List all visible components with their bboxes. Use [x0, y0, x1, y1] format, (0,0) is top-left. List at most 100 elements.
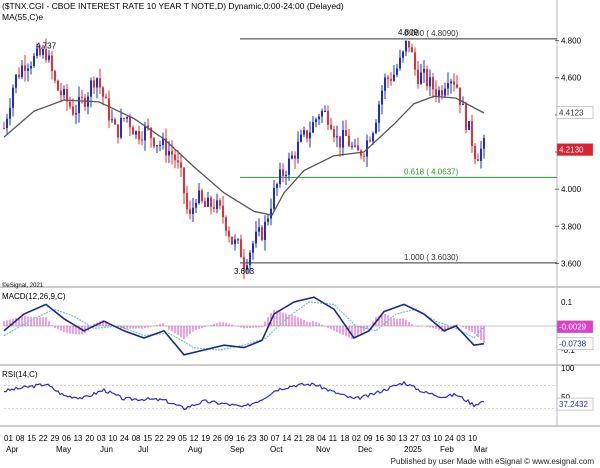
candle-body — [417, 69, 419, 84]
candle-body — [3, 127, 5, 129]
candle-body — [465, 103, 467, 130]
candle-body — [135, 131, 137, 135]
x-day-label: 02 — [352, 434, 361, 443]
candle-body — [24, 65, 26, 71]
candle-body — [222, 205, 224, 218]
x-day-label: 12 — [190, 434, 199, 443]
candle-body — [192, 207, 194, 214]
candle-body — [252, 243, 254, 253]
candle-body — [237, 239, 239, 241]
y-tick-label: 3.800 — [561, 222, 582, 231]
candle-body — [219, 200, 221, 206]
x-day-label: 03 — [97, 434, 106, 443]
candle-body — [318, 116, 320, 120]
candle-body — [450, 81, 452, 84]
candle-body — [231, 236, 233, 245]
footer-credit: Published by user Made with eSignal © ww… — [390, 457, 594, 466]
candle-body — [432, 77, 434, 90]
candle-body — [78, 96, 80, 114]
candle-body — [153, 137, 155, 147]
x-day-label: 08 — [16, 434, 25, 443]
x-month-label: Aug — [188, 445, 202, 454]
candle-body — [105, 96, 107, 99]
candle-body — [90, 80, 92, 97]
x-day-label: 16 — [236, 434, 245, 443]
candle-body — [291, 155, 293, 159]
x-day-label: 03 — [422, 434, 431, 443]
candle-body — [240, 239, 242, 258]
candle-body — [351, 145, 353, 147]
candle-body — [411, 47, 413, 53]
candle-body — [27, 68, 29, 71]
candle-body — [96, 78, 98, 88]
candle-body — [174, 154, 176, 161]
ma-legend: MA(55,C)e — [2, 12, 44, 22]
x-day-label: 19 — [201, 434, 210, 443]
x-month-label: Sep — [230, 445, 245, 454]
candle-body — [12, 87, 14, 108]
candle-body — [168, 151, 170, 156]
candle-body — [21, 65, 23, 78]
candle-body — [339, 136, 341, 148]
candle-body — [462, 103, 464, 105]
candle-body — [99, 78, 101, 88]
candle-body — [198, 190, 200, 204]
x-day-label: 22 — [155, 434, 164, 443]
candle-body — [399, 57, 401, 69]
x-day-label: 10 — [433, 434, 442, 443]
candle-body — [75, 113, 77, 115]
candle-body — [324, 110, 326, 112]
candle-body — [120, 118, 122, 138]
candle-body — [375, 122, 377, 134]
last-value-label: 4.2130 — [559, 146, 584, 155]
candle-body — [300, 134, 302, 142]
candle-body — [39, 48, 41, 55]
candle-body — [144, 125, 146, 141]
x-day-label: 03 — [456, 434, 465, 443]
candle-body — [354, 145, 356, 147]
x-day-label: 14 — [282, 434, 291, 443]
x-day-label: 18 — [340, 434, 349, 443]
copyright: ©eSignal, 2021 — [2, 283, 44, 289]
candle-body — [261, 227, 263, 240]
x-month-label: Mar — [474, 445, 488, 454]
x-month-label: Dec — [358, 445, 372, 454]
candle-body — [36, 48, 38, 56]
macd-signal-line — [3, 301, 485, 351]
x-day-label: 29 — [166, 434, 175, 443]
fib-level-label: 0.000 ( 4.8090) — [404, 29, 459, 38]
candle-body — [93, 80, 95, 88]
x-day-label: 07 — [271, 434, 280, 443]
x-day-label: 24 — [445, 434, 454, 443]
candle-body — [321, 110, 323, 117]
x-day-label: 29 — [50, 434, 59, 443]
candle-body — [57, 80, 59, 91]
candle-body — [426, 69, 428, 87]
x-day-label: 21 — [294, 434, 303, 443]
candle-body — [447, 83, 449, 89]
candle-body — [72, 106, 74, 115]
candle-body — [297, 141, 299, 159]
rsi-value-label: 37.2432 — [559, 400, 588, 409]
candle-body — [429, 77, 431, 87]
candle-body — [225, 217, 227, 231]
candle-body — [279, 169, 281, 185]
candle-body — [345, 130, 347, 136]
macd-tick-label: -0.1 — [561, 346, 575, 355]
candle-body — [102, 87, 104, 97]
macd-legend: MACD(12,26,9,C) — [2, 292, 66, 301]
candle-body — [306, 130, 308, 139]
candle-body — [150, 127, 152, 138]
x-month-label: May — [56, 445, 71, 454]
candle-body — [270, 208, 272, 219]
candle-body — [483, 138, 485, 149]
candle-body — [312, 122, 314, 133]
candle-body — [204, 201, 206, 207]
candle-body — [84, 97, 86, 107]
x-day-label: 01 — [4, 434, 13, 443]
candle-body — [156, 145, 158, 147]
rsi-tick-label: 100 — [561, 364, 575, 373]
x-month-label: Apr — [6, 445, 19, 454]
x-day-label: 05 — [178, 434, 187, 443]
